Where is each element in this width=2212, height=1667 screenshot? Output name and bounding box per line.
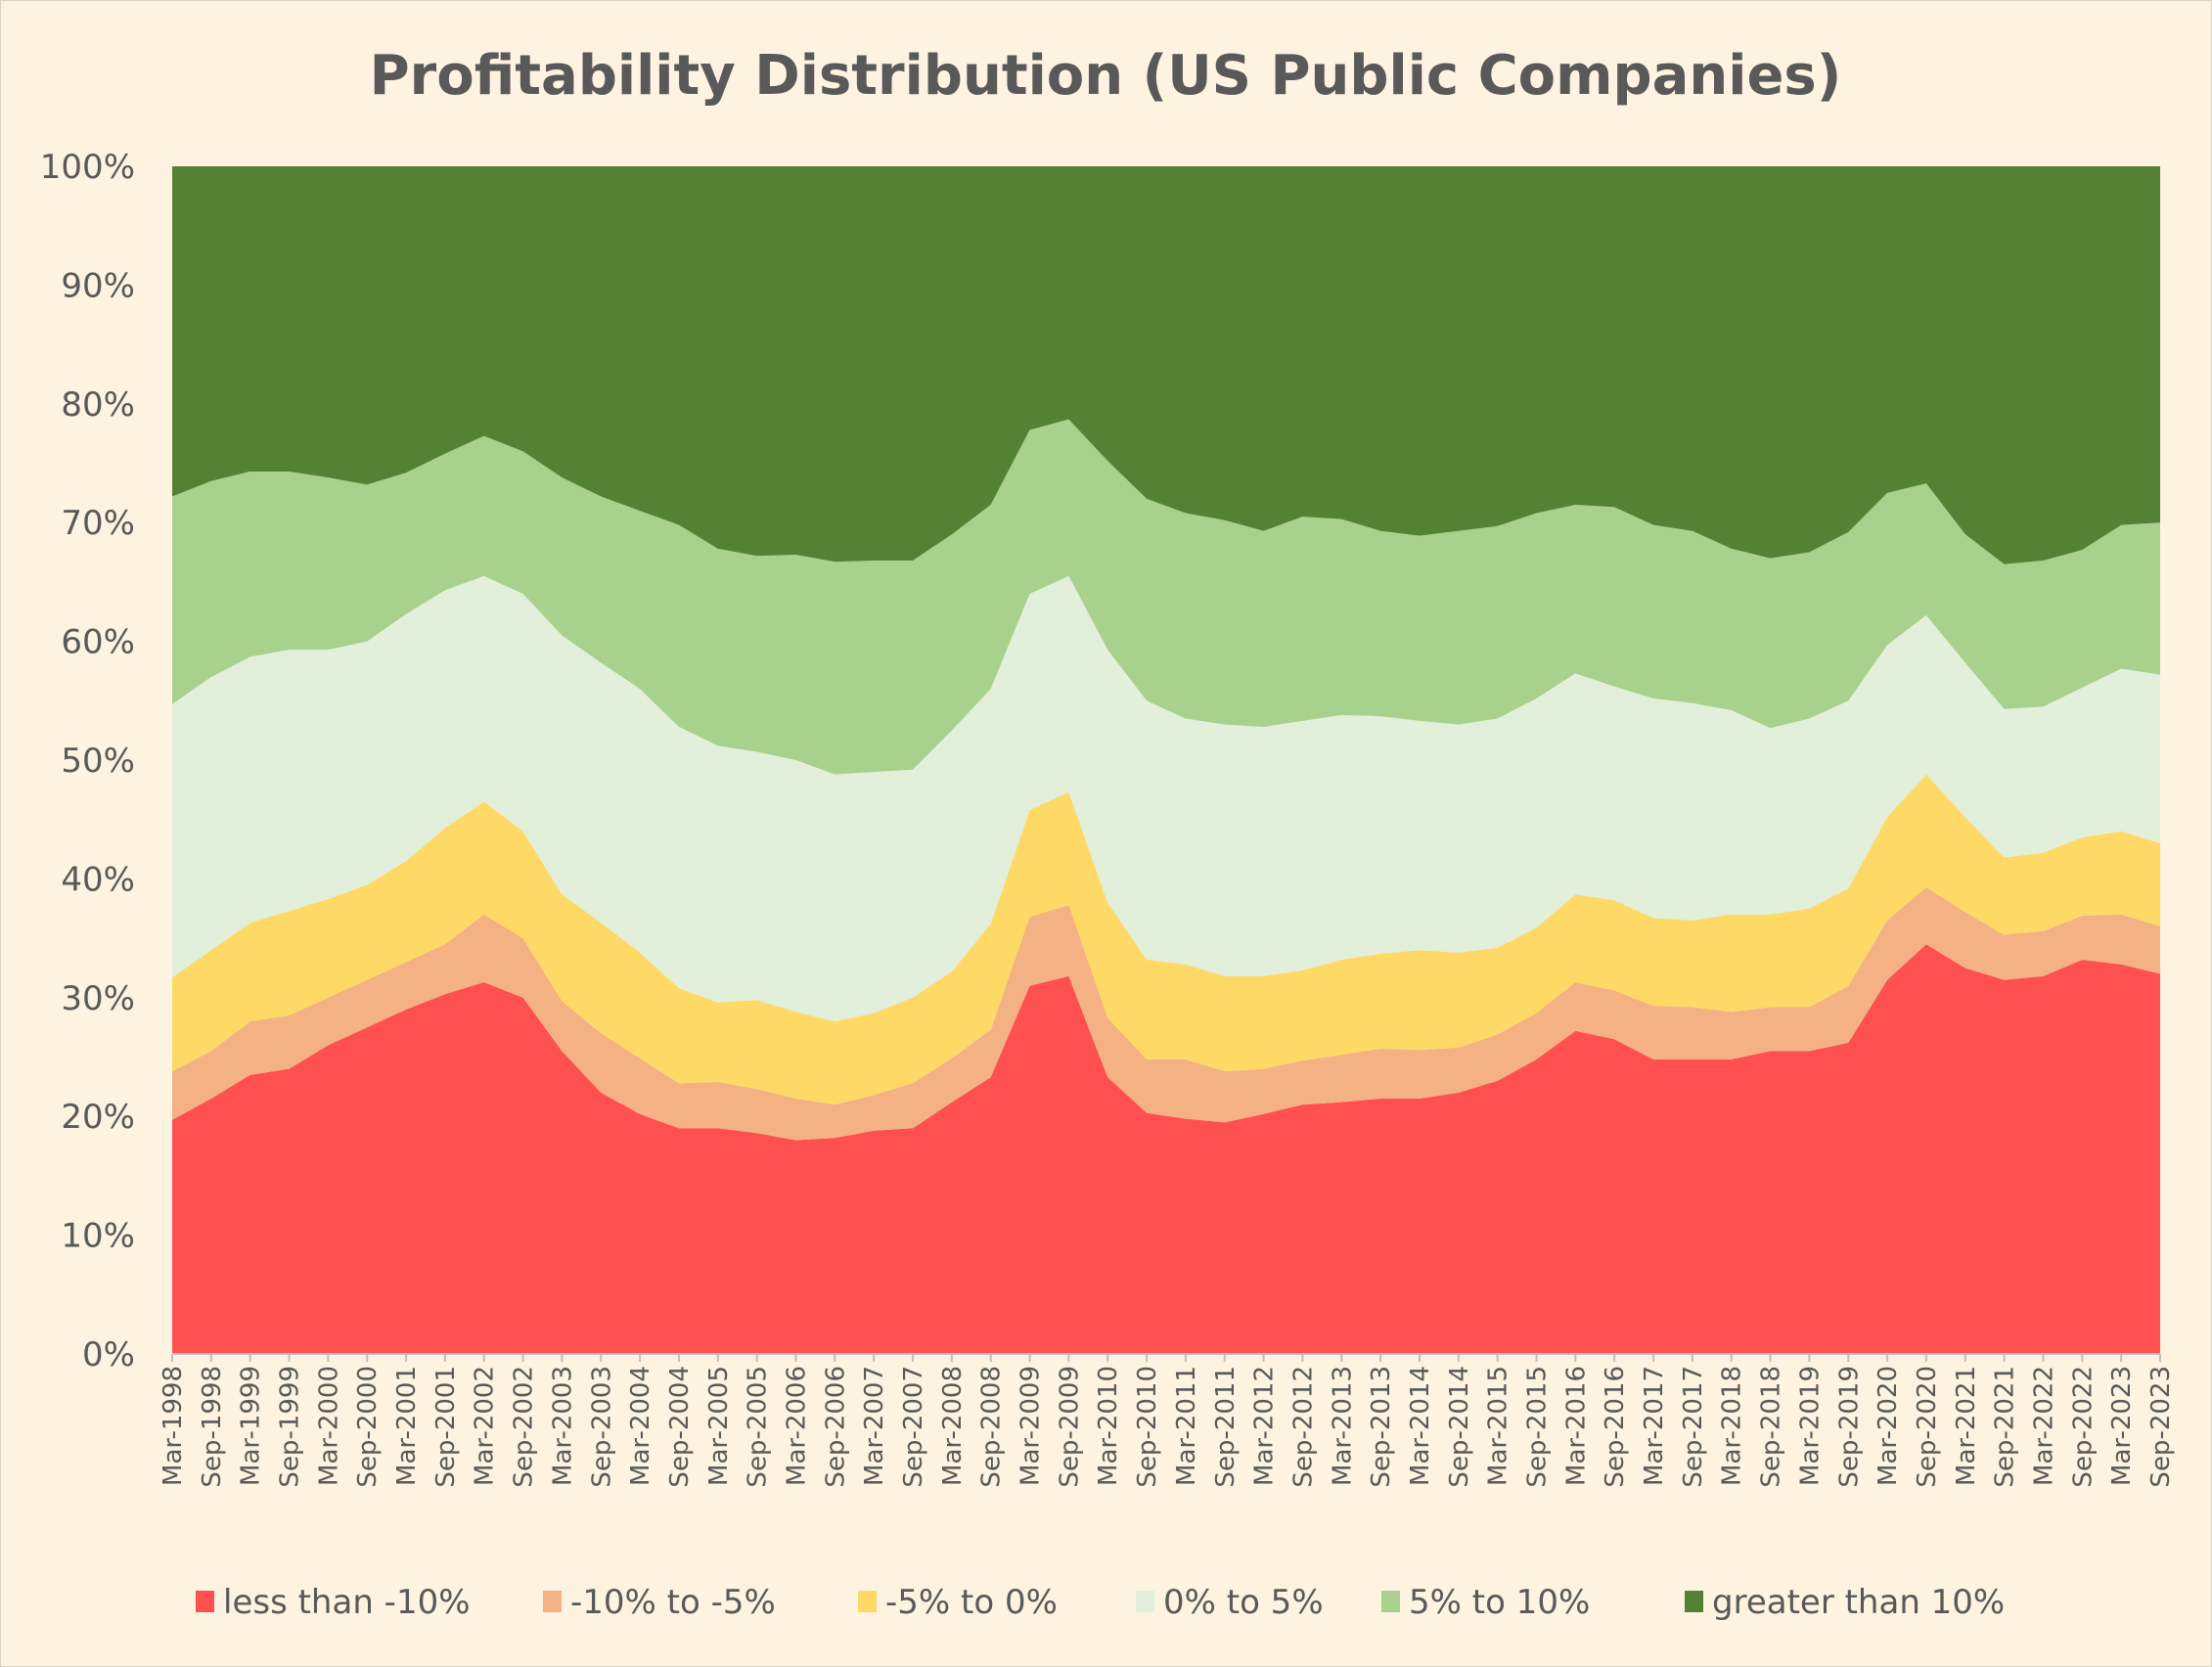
- x-tick-label: Mar-2018: [1718, 1366, 1747, 1486]
- x-tick-label: Mar-2016: [1561, 1366, 1591, 1486]
- y-tick-label: 40%: [61, 860, 135, 899]
- legend-swatch: [543, 1591, 562, 1612]
- x-tick-label: Mar-2023: [2107, 1366, 2137, 1486]
- y-tick-label: 100%: [40, 148, 135, 187]
- x-tick-label: Sep-2013: [1367, 1366, 1396, 1488]
- x-tick-label: Mar-2009: [1016, 1366, 1046, 1486]
- area-series-0: [172, 944, 2160, 1354]
- x-tick-label: Sep-2006: [821, 1366, 850, 1488]
- x-tick-label: Sep-2007: [899, 1366, 928, 1488]
- x-tick-label: Sep-2019: [1834, 1366, 1864, 1488]
- x-tick-label: Mar-2021: [1952, 1366, 1981, 1486]
- y-tick-label: 20%: [61, 1098, 135, 1137]
- x-tick-label: Mar-2005: [704, 1366, 734, 1486]
- legend-item: -10% to -5%: [543, 1583, 776, 1622]
- x-tick-label: Mar-2013: [1328, 1366, 1357, 1486]
- area-series-2: [172, 774, 2160, 1105]
- legend-swatch: [196, 1591, 214, 1612]
- x-tick-label: Mar-1998: [158, 1366, 188, 1486]
- y-tick-label: 60%: [61, 623, 135, 662]
- x-tick-label: Mar-2022: [2029, 1366, 2058, 1486]
- y-axis: 0% 10% 20% 30% 40% 50% 60% 70% 80% 90% 100%: [40, 148, 135, 1374]
- y-tick-label: 0%: [82, 1335, 135, 1374]
- legend-swatch: [858, 1591, 877, 1612]
- x-tick-label: Sep-2014: [1445, 1366, 1474, 1488]
- legend-swatch: [1685, 1591, 1703, 1612]
- legend-swatch: [1381, 1591, 1400, 1612]
- x-tick-label: Mar-2006: [782, 1366, 811, 1486]
- legend-label: 0% to 5%: [1163, 1583, 1324, 1622]
- legend-label: 5% to 10%: [1409, 1583, 1590, 1622]
- x-tick-label: Sep-2002: [510, 1366, 539, 1488]
- legend-label: greater than 10%: [1712, 1583, 2005, 1622]
- legend-label: -10% to -5%: [570, 1583, 776, 1622]
- x-tick-label: Sep-2018: [1757, 1366, 1786, 1488]
- x-tick-label: Sep-2009: [1055, 1366, 1084, 1488]
- x-tick-label: Mar-2014: [1406, 1366, 1435, 1486]
- x-axis: Mar-1998 Sep-1998 Mar-1999 Sep-1999 Mar-2000…: [158, 1353, 2176, 1488]
- x-tick-label: Mar-2008: [938, 1366, 968, 1486]
- x-tick-label: Sep-2016: [1601, 1366, 1630, 1488]
- x-tick-label: Mar-2002: [471, 1366, 500, 1486]
- x-tick-label: Sep-2012: [1288, 1366, 1318, 1488]
- legend-item: -5% to 0%: [858, 1583, 1058, 1622]
- y-tick-label: 10%: [61, 1217, 135, 1256]
- x-tick-label: Sep-2005: [744, 1366, 773, 1488]
- x-tick-label: Sep-2022: [2068, 1366, 2098, 1488]
- x-tick-label: Sep-1999: [276, 1366, 305, 1488]
- area-series-3: [172, 575, 2160, 1022]
- x-tick-label: Mar-2015: [1484, 1366, 1513, 1486]
- x-tick-label: Sep-2010: [1133, 1366, 1162, 1488]
- x-tick-label: Mar-1999: [237, 1366, 266, 1486]
- x-tick-label: Mar-2004: [626, 1366, 655, 1486]
- legend-item: greater than 10%: [1685, 1583, 2005, 1622]
- x-tick-label: Sep-2008: [977, 1366, 1007, 1488]
- x-tick-label: Sep-2021: [1991, 1366, 2020, 1488]
- x-tick-label: Sep-2017: [1679, 1366, 1708, 1488]
- x-tick-label: Sep-2003: [587, 1366, 616, 1488]
- x-tick-label: Mar-2000: [314, 1366, 343, 1486]
- x-tick-label: Sep-2000: [353, 1366, 383, 1488]
- chart-title: Profitability Distribution (US Public Co…: [370, 44, 1842, 108]
- legend-label: less than -10%: [223, 1583, 471, 1622]
- x-tick-label: Mar-2007: [860, 1366, 889, 1486]
- area-series-4: [172, 419, 2160, 775]
- y-tick-label: 80%: [61, 385, 135, 425]
- x-tick-label: Sep-2020: [1913, 1366, 1942, 1488]
- y-tick-label: 30%: [61, 979, 135, 1018]
- x-tick-label: Mar-2010: [1094, 1366, 1123, 1486]
- legend-item: 5% to 10%: [1381, 1583, 1590, 1622]
- x-tick-label: Mar-2019: [1795, 1366, 1825, 1486]
- x-tick-label: Mar-2017: [1640, 1366, 1669, 1486]
- x-tick-label: Sep-2004: [665, 1366, 695, 1488]
- x-tick-label: Mar-2001: [392, 1366, 422, 1486]
- x-tick-label: Mar-2011: [1172, 1366, 1201, 1486]
- y-tick-label: 90%: [61, 266, 135, 305]
- x-tick-label: Sep-1998: [198, 1366, 227, 1488]
- x-tick-label: Mar-2003: [548, 1366, 577, 1486]
- x-tick-label: Sep-2001: [431, 1366, 461, 1488]
- legend-swatch: [1136, 1591, 1154, 1612]
- x-tick-label: Sep-2023: [2146, 1366, 2176, 1488]
- area-series-1: [172, 886, 2160, 1141]
- x-tick-label: Mar-2020: [1873, 1366, 1903, 1486]
- x-tick-label: Mar-2012: [1250, 1366, 1280, 1486]
- area-layers: [172, 166, 2160, 1354]
- legend-item: less than -10%: [196, 1583, 471, 1622]
- y-tick-label: 70%: [61, 504, 135, 543]
- y-tick-label: 50%: [61, 742, 135, 781]
- legend-item: 0% to 5%: [1136, 1583, 1324, 1622]
- legend: less than -10% -10% to -5% -5% to 0% 0% to …: [196, 1583, 2005, 1622]
- area-series-5: [172, 166, 2160, 564]
- legend-label: -5% to 0%: [885, 1583, 1058, 1622]
- x-tick-label: Sep-2011: [1211, 1366, 1241, 1488]
- x-tick-label: Sep-2015: [1523, 1366, 1553, 1488]
